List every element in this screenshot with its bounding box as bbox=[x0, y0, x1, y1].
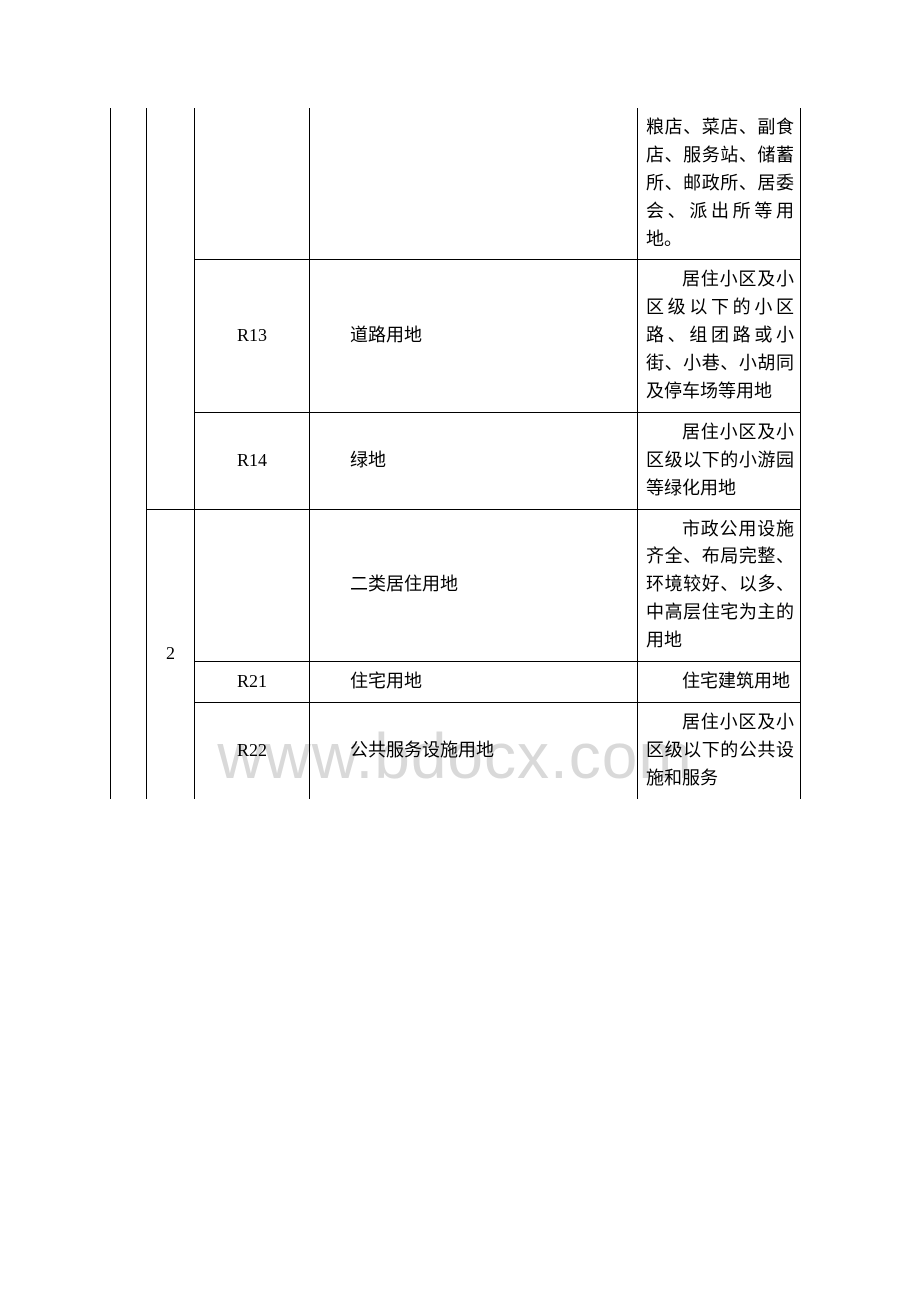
cell-name: 二类居住用地 bbox=[310, 509, 638, 661]
cell-col2: 2 bbox=[147, 509, 195, 799]
cell-code: R21 bbox=[195, 662, 310, 703]
cell-desc: 粮店、菜店、副食店、服务站、储蓄所、邮政所、居委会、派出所等用地。 bbox=[638, 108, 801, 260]
cell-code: R13 bbox=[195, 260, 310, 412]
cell-col1 bbox=[111, 108, 147, 799]
cell-code bbox=[195, 509, 310, 661]
cell-desc: 居住小区及小区级以下的公共设施和服务 bbox=[638, 702, 801, 798]
table-row: R22 公共服务设施用地 居住小区及小区级以下的公共设施和服务 bbox=[111, 702, 801, 798]
cell-desc: 住宅建筑用地 bbox=[638, 662, 801, 703]
cell-col2 bbox=[147, 108, 195, 509]
cell-desc: 居住小区及小区级以下的小游园等绿化用地 bbox=[638, 412, 801, 509]
land-use-table: 粮店、菜店、副食店、服务站、储蓄所、邮政所、居委会、派出所等用地。 R13 道路… bbox=[110, 108, 801, 799]
table-row: 2 二类居住用地 市政公用设施齐全、布局完整、环境较好、以多、中高层住宅为主的用… bbox=[111, 509, 801, 661]
table-row: R14 绿地 居住小区及小区级以下的小游园等绿化用地 bbox=[111, 412, 801, 509]
cell-name: 住宅用地 bbox=[310, 662, 638, 703]
cell-code bbox=[195, 108, 310, 260]
cell-desc: 居住小区及小区级以下的小区路、组团路或小街、小巷、小胡同及停车场等用地 bbox=[638, 260, 801, 412]
cell-code: R22 bbox=[195, 702, 310, 798]
cell-name: 道路用地 bbox=[310, 260, 638, 412]
cell-desc: 市政公用设施齐全、布局完整、环境较好、以多、中高层住宅为主的用地 bbox=[638, 509, 801, 661]
cell-name bbox=[310, 108, 638, 260]
cell-name: 公共服务设施用地 bbox=[310, 702, 638, 798]
cell-name: 绿地 bbox=[310, 412, 638, 509]
table-row: 粮店、菜店、副食店、服务站、储蓄所、邮政所、居委会、派出所等用地。 bbox=[111, 108, 801, 260]
table-row: R21 住宅用地 住宅建筑用地 bbox=[111, 662, 801, 703]
cell-code: R14 bbox=[195, 412, 310, 509]
table-row: R13 道路用地 居住小区及小区级以下的小区路、组团路或小街、小巷、小胡同及停车… bbox=[111, 260, 801, 412]
